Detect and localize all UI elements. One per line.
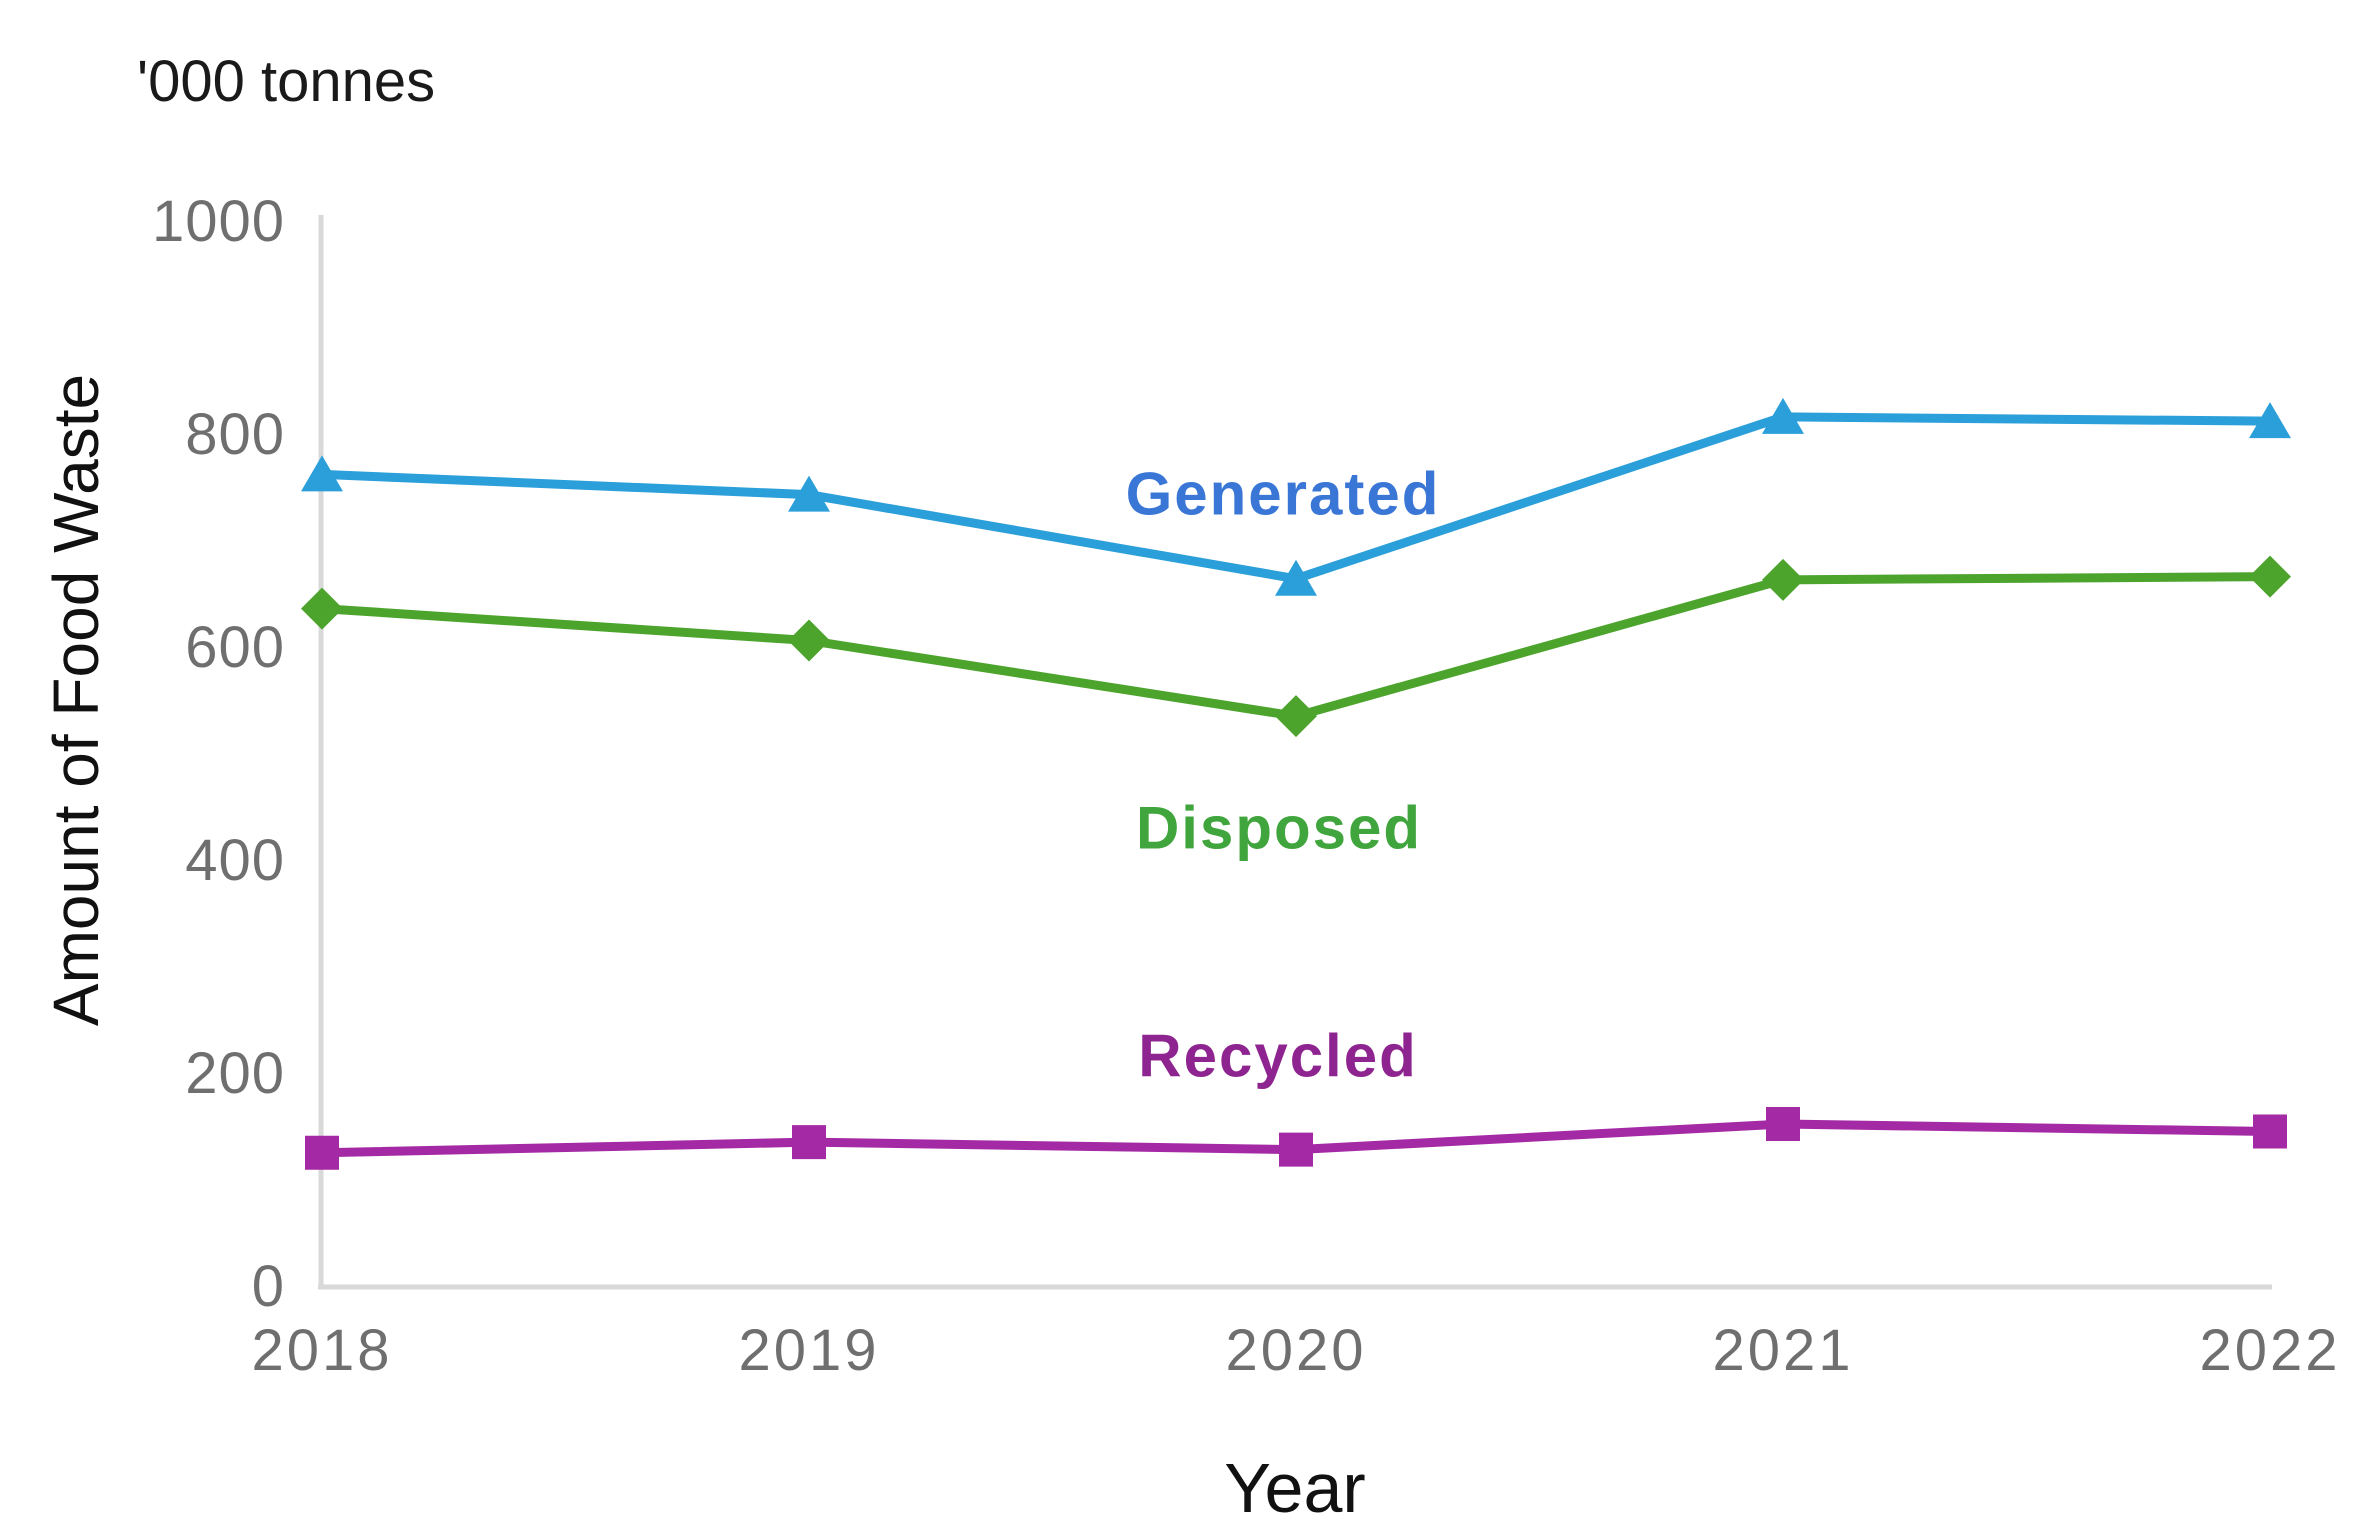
y-tick-label: 600 — [185, 615, 285, 680]
y-tick-label: 0 — [251, 1254, 285, 1319]
series-label-disposed: Disposed — [1135, 794, 1423, 862]
series-marker-disposed-2018 — [301, 587, 343, 630]
series-marker-recycled-2019 — [792, 1125, 826, 1160]
y-tick-label: 400 — [185, 828, 285, 893]
x-axis-title: Year — [1224, 1449, 1366, 1527]
series-marker-disposed-2021 — [1762, 558, 1804, 601]
series-marker-generated-2021 — [1762, 397, 1804, 434]
series-marker-generated-2020 — [1275, 559, 1317, 596]
series-marker-disposed-2022 — [2249, 555, 2291, 598]
series-marker-recycled-2020 — [1279, 1132, 1313, 1167]
series-marker-disposed-2020 — [1275, 695, 1317, 738]
y-tick-label: 200 — [185, 1041, 285, 1106]
x-tick-label: 2022 — [2199, 1318, 2341, 1383]
series-marker-disposed-2019 — [788, 619, 830, 662]
series-marker-generated-2018 — [301, 455, 343, 492]
x-tick-label: 2021 — [1712, 1318, 1854, 1383]
unit-label: '000 tonnes — [137, 49, 436, 114]
series-marker-recycled-2021 — [1766, 1107, 1800, 1142]
series-marker-recycled-2018 — [305, 1135, 339, 1170]
x-tick-label: 2020 — [1225, 1318, 1367, 1383]
x-tick-label: 2019 — [738, 1318, 880, 1383]
y-tick-label: 800 — [185, 402, 285, 467]
y-tick-label: 1000 — [151, 189, 285, 254]
series-label-recycled: Recycled — [1138, 1022, 1418, 1090]
series-marker-recycled-2022 — [2253, 1114, 2287, 1149]
x-tick-label: 2018 — [251, 1318, 393, 1383]
series-marker-generated-2019 — [788, 475, 830, 512]
series-marker-generated-2022 — [2249, 402, 2291, 439]
series-label-generated: Generated — [1125, 460, 1441, 528]
